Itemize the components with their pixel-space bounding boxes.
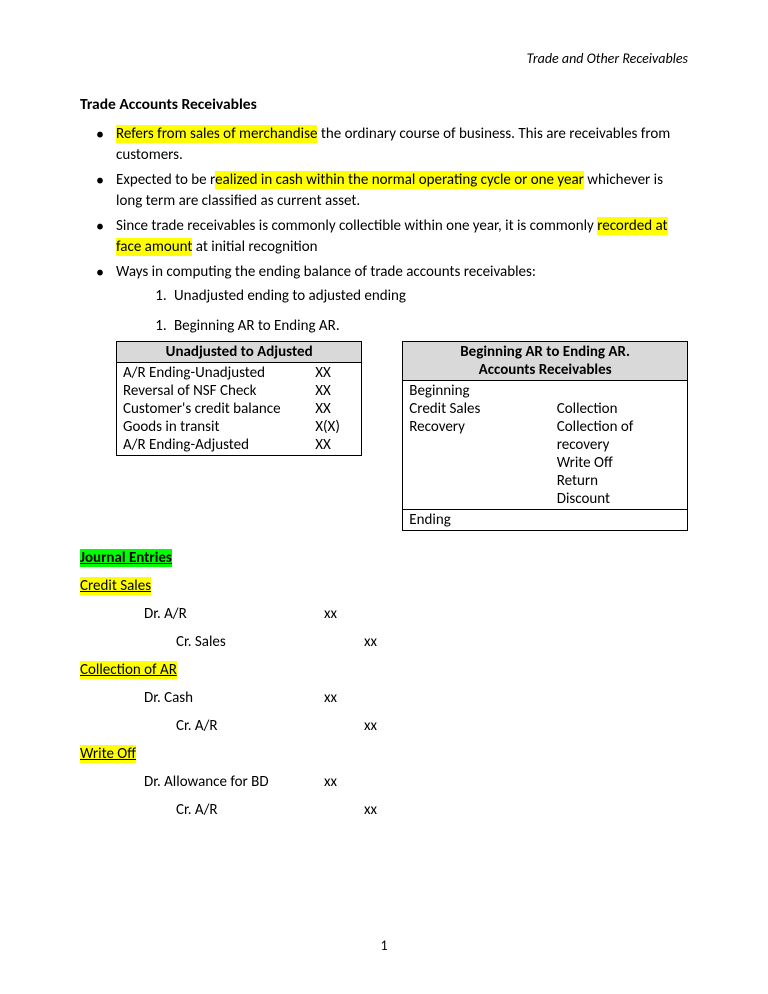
page-number: 1 <box>0 937 768 954</box>
journal-entry-title: Write Off <box>80 745 136 763</box>
beginning-ar-table: Beginning AR to Ending AR. Accounts Rece… <box>402 341 688 531</box>
journal-entry: Collection of ARDr. CashxxCr. A/Rxx <box>80 661 688 735</box>
journal-entries-container: Credit SalesDr. A/RxxCr. SalesxxCollecti… <box>80 577 688 819</box>
journal-cr-account: Cr. A/R <box>176 717 324 735</box>
journal-entry: Write OffDr. Allowance for BDxxCr. A/Rxx <box>80 745 688 819</box>
journal-cr-amount: xx <box>364 717 404 735</box>
journal-dr-amount: xx <box>324 605 364 623</box>
list-item: Ways in computing the ending balance of … <box>116 262 688 283</box>
unadjusted-table: Unadjusted to Adjusted A/R Ending-Unadju… <box>116 341 362 456</box>
beginning-ar-table-header: Beginning AR to Ending AR. Accounts Rece… <box>403 342 688 381</box>
document-page: Trade and Other Receivables Trade Accoun… <box>0 0 768 859</box>
table-row: BeginningCredit SalesRecovery <box>403 381 551 510</box>
table-row: A/R Ending-UnadjustedReversal of NSF Che… <box>117 363 310 456</box>
table-row <box>551 510 688 531</box>
journal-entries-heading: Journal Entries <box>80 549 688 567</box>
table-row: Ending <box>403 510 551 531</box>
page-title: Trade Accounts Receivables <box>80 95 688 114</box>
list-item: Unadjusted ending to adjusted ending <box>170 287 688 305</box>
journal-cr-account: Cr. Sales <box>176 633 324 651</box>
tables-row: Unadjusted to Adjusted A/R Ending-Unadju… <box>80 341 688 531</box>
list-item: Refers from sales of merchandise the ord… <box>116 124 688 166</box>
table-row: XXXXXXX(X)XX <box>309 363 362 456</box>
list-item: Beginning AR to Ending AR. <box>170 317 688 335</box>
journal-entry-title: Credit Sales <box>80 577 151 595</box>
journal-dr-amount: xx <box>324 773 364 791</box>
journal-dr-account: Dr. Cash <box>144 689 324 707</box>
main-bullet-list: Refers from sales of merchandise the ord… <box>80 124 688 335</box>
journal-cr-account: Cr. A/R <box>176 801 324 819</box>
journal-entry-title: Collection of AR <box>80 661 177 679</box>
unadjusted-table-header: Unadjusted to Adjusted <box>117 342 362 363</box>
journal-dr-amount: xx <box>324 689 364 707</box>
journal-dr-account: Dr. A/R <box>144 605 324 623</box>
journal-dr-account: Dr. Allowance for BD <box>144 773 324 791</box>
journal-cr-amount: xx <box>364 633 404 651</box>
list-item: Since trade receivables is commonly coll… <box>116 216 688 258</box>
list-item: Expected to be realized in cash within t… <box>116 170 688 212</box>
journal-cr-amount: xx <box>364 801 404 819</box>
journal-entry: Credit SalesDr. A/RxxCr. Salesxx <box>80 577 688 651</box>
table-row: CollectionCollection of recoveryWrite Of… <box>551 381 688 510</box>
header-right: Trade and Other Receivables <box>80 50 688 67</box>
